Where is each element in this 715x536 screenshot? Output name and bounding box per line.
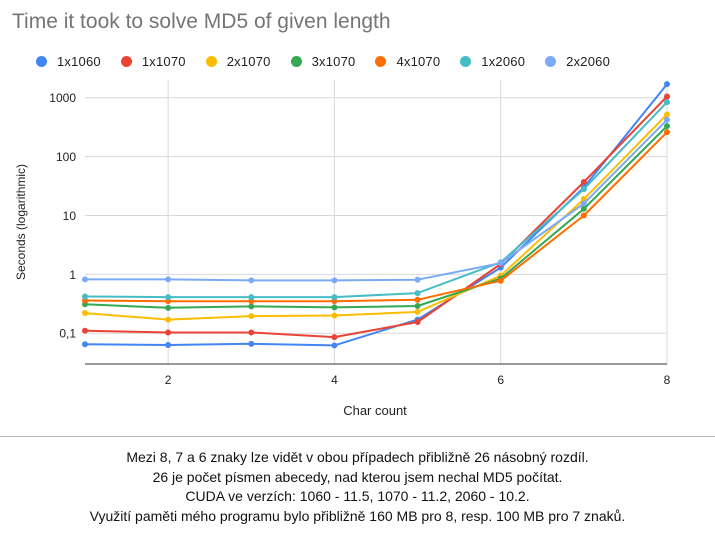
data-point xyxy=(414,308,421,315)
y-tick-label: 100 xyxy=(56,150,76,164)
data-point xyxy=(580,186,587,193)
data-point xyxy=(165,276,172,283)
data-point xyxy=(580,205,587,212)
legend-label: 3x1070 xyxy=(311,53,356,69)
data-point xyxy=(580,196,587,203)
series-line xyxy=(84,95,668,339)
data-point xyxy=(165,342,172,349)
legend: 1x1060 1x1070 2x1070 3x1070 4x1070 1x206… xyxy=(36,52,630,70)
legend-item[interactable]: 1x2060 xyxy=(460,54,525,69)
data-point xyxy=(664,93,670,100)
line-chart: 0,1 1 10 100 1000 2 4 6 8 Char count Seconds (loga… xyxy=(14,80,671,418)
data-point xyxy=(497,277,504,284)
note-line: CUDA ve verzích: 1060 - 11.5, 1070 - 11.… xyxy=(185,488,530,504)
data-point xyxy=(497,260,504,267)
legend-item[interactable]: 1x1070 xyxy=(120,53,186,69)
legend-swatch xyxy=(290,55,302,67)
data-point xyxy=(331,304,338,311)
chart-title: Time it took to solve MD5 of given lengt… xyxy=(12,10,391,33)
legend-swatch xyxy=(205,55,217,67)
series-1x2060 xyxy=(82,99,670,301)
legend-label: 1x1070 xyxy=(141,53,186,69)
y-tick-label: 10 xyxy=(63,209,77,223)
legend-item[interactable]: 1x1060 xyxy=(36,54,101,69)
data-point xyxy=(414,296,421,303)
note-line: 26 je počet písmen abecedy, nad kterou j… xyxy=(152,468,563,485)
y-tick-label: 1 xyxy=(69,268,76,282)
data-point xyxy=(248,294,255,301)
series-2x2060 xyxy=(82,116,670,284)
data-point xyxy=(414,319,421,326)
legend-label: 4x1070 xyxy=(396,53,441,69)
note-line: Mezi 8, 7 a 6 znaky lze vidět v obou pří… xyxy=(126,449,589,465)
data-point xyxy=(248,313,255,320)
divider xyxy=(0,436,715,437)
data-point xyxy=(165,304,172,311)
data-point xyxy=(331,334,338,341)
x-axis-title: Char count xyxy=(343,403,407,418)
data-point xyxy=(331,312,338,319)
data-point xyxy=(664,111,670,118)
legend-label: 2x1070 xyxy=(226,53,271,69)
data-point xyxy=(664,123,670,130)
series-line xyxy=(84,101,668,299)
data-point xyxy=(331,277,338,284)
legend-label: 2x2060 xyxy=(566,53,611,69)
data-point xyxy=(331,342,338,349)
data-point xyxy=(82,327,88,334)
y-tick-label: 0,1 xyxy=(59,327,76,341)
legend-item[interactable]: 4x1070 xyxy=(375,54,440,69)
x-tick-label: 8 xyxy=(664,373,671,387)
legend-swatch xyxy=(36,55,47,67)
data-point xyxy=(580,179,587,186)
legend-item[interactable]: 2x1070 xyxy=(205,53,271,69)
series-4x1070 xyxy=(82,129,670,305)
data-point xyxy=(664,116,670,123)
series-line xyxy=(84,131,668,303)
data-point xyxy=(248,277,255,284)
data-point xyxy=(248,303,255,310)
data-point xyxy=(165,294,172,301)
data-point xyxy=(82,341,88,348)
series-line xyxy=(85,119,668,282)
data-point xyxy=(165,329,172,336)
y-tick-label: 1000 xyxy=(49,91,76,105)
data-point xyxy=(82,293,88,300)
note-line: Využití paměti mého programu bylo přibli… xyxy=(89,507,626,524)
data-point xyxy=(331,294,338,301)
legend-swatch xyxy=(545,55,557,67)
data-point xyxy=(664,129,670,136)
legend-swatch xyxy=(375,55,387,67)
series-line xyxy=(84,125,668,309)
data-point xyxy=(82,276,88,283)
data-point xyxy=(580,200,587,207)
data-point xyxy=(248,329,255,336)
legend-item[interactable]: 2x2060 xyxy=(545,54,610,69)
x-tick-label: 4 xyxy=(331,373,338,387)
data-point xyxy=(664,99,670,106)
data-point xyxy=(414,302,421,309)
series-line xyxy=(84,113,668,321)
x-tick-label: 2 xyxy=(165,373,172,387)
legend-label: 1x1060 xyxy=(57,53,101,69)
legend-item[interactable]: 3x1070 xyxy=(290,53,356,69)
y-axis-title: Seconds (logarithmic) xyxy=(14,164,28,280)
notes-block: Mezi 8, 7 a 6 znaky lze vidět v obou pří… xyxy=(0,448,715,526)
x-tick-label: 6 xyxy=(497,373,504,387)
data-point xyxy=(82,310,88,317)
data-point xyxy=(414,276,421,283)
data-point xyxy=(664,81,670,88)
data-point xyxy=(580,212,587,219)
legend-swatch xyxy=(120,55,132,67)
legend-swatch xyxy=(460,55,472,67)
data-point xyxy=(414,290,421,297)
data-point xyxy=(248,340,255,347)
data-point xyxy=(165,316,172,323)
legend-label: 1x2060 xyxy=(481,53,526,69)
